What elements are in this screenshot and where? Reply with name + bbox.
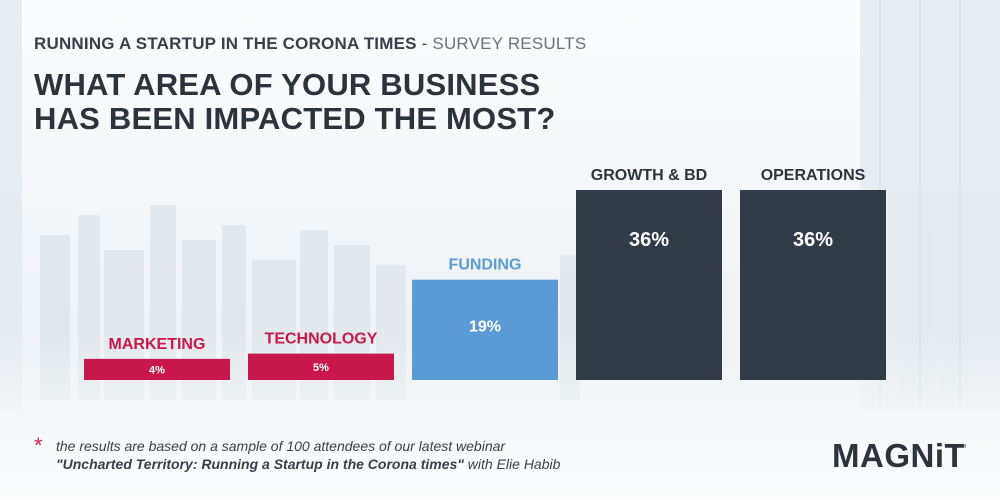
category-label: MARKETING [109,336,206,353]
value-label: 36% [793,229,833,251]
footnote-line-2: "Uncharted Territory: Running a Startup … [34,455,560,473]
bar-funding [412,279,558,380]
title-line-2: HAS BEEN IMPACTED THE MOST? [34,101,556,136]
header: RUNNING A STARTUP IN THE CORONA TIMES - … [34,34,586,136]
category-label: TECHNOLOGY [265,331,378,348]
subtitle-secondary: SURVEY RESULTS [432,34,587,53]
bar-marketing [84,358,230,380]
logo-wordmark: MAGNiTT [832,438,966,474]
page-subtitle: RUNNING A STARTUP IN THE CORONA TIMES - … [34,34,587,53]
bar-technology [248,353,394,380]
page-title: WHAT AREA OF YOUR BUSINESS HAS BEEN IMPA… [34,68,586,136]
title-line-1: WHAT AREA OF YOUR BUSINESS [34,67,541,102]
footnote: * the results are based on a sample of 1… [34,433,560,473]
category-label: FUNDING [449,257,522,274]
subtitle-main: RUNNING A STARTUP IN THE CORONA TIMES [34,34,417,53]
value-label: 36% [629,229,669,251]
value-label: 5% [313,362,329,374]
magnitt-logo: MAGNiTT [832,438,966,474]
footnote-host: with Elie Habib [463,456,561,472]
category-label: GROWTH & BD [591,167,707,184]
asterisk-icon: * [34,433,43,458]
bar-operations [740,190,886,380]
value-label: 4% [149,364,165,376]
bar-growth-bd [576,190,722,380]
category-label: OPERATIONS [761,167,866,184]
webinar-title: "Uncharted Territory: Running a Startup … [56,456,464,472]
value-label: 19% [469,319,501,336]
footnote-line-1: the results are based on a sample of 100… [56,438,506,454]
